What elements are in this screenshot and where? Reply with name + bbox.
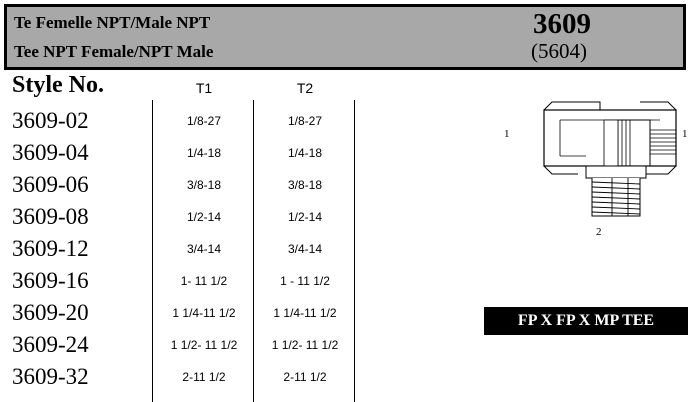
t1-value: 3/8-18 [186,178,222,192]
style-number: 3609-20 [12,300,89,325]
table-row: 3609-06 3/8-18 3/8-18 [0,169,360,201]
t2-value: 1/2-14 [287,210,323,224]
port-label-bottom: 2 [596,226,602,238]
title-french: Te Femelle NPT/Male NPT [14,13,211,32]
style-number: 3609-32 [12,364,89,389]
title-english: Tee NPT Female/NPT Male [14,42,214,61]
hex-collar [585,165,647,179]
t2-value: 3/8-18 [287,178,323,192]
table-row: 3609-16 1- 11 1/2 1 - 11 1/2 [0,265,360,297]
t2-value: 2-11 1/2 [283,370,327,384]
hex-shoulder-left [543,101,601,175]
table-row: 3609-20 1 1/4-11 1/2 1 1/4-11 1/2 [0,297,360,329]
column-divider [253,100,254,402]
t1-value: 1 1/2- 11 1/2 [170,338,238,352]
t2-value: 1 - 11 1/2 [280,274,330,288]
thread-lines [591,178,641,216]
t2-value: 1/4-18 [287,146,323,160]
t1-value: 1- 11 1/2 [180,274,228,288]
style-number: 3609-02 [12,108,89,133]
table-row: 3609-02 1/8-27 1/8-27 [0,105,360,137]
t1-value: 1/2-14 [186,210,222,224]
style-number: 3609-04 [12,140,89,165]
t2-value: 1/8-27 [287,114,323,128]
table-grid [152,74,355,402]
port-label-right: 1 [682,128,688,140]
hex-shoulder-right [640,101,677,175]
column-divider [354,100,355,402]
tee-fitting-diagram: 1 1 2 [504,101,688,238]
alternate-part-number: (5604) [531,39,587,63]
title-header: Te Femelle NPT/Male NPT Tee NPT Female/N… [4,4,686,70]
t1-value: 1/4-18 [186,146,222,160]
port-label-left: 1 [504,128,510,140]
style-number: 3609-24 [12,332,89,357]
table-row: 3609-24 1 1/2- 11 1/2 1 1/2- 11 1/2 [0,329,360,361]
bore-section [618,119,651,166]
table-row: 3609-32 2-11 1/2 2-11 1/2 [0,361,360,393]
bore-section [603,119,619,167]
style-number: 3609-06 [12,172,89,197]
part-number: 3609 [533,8,591,40]
style-number: 3609-08 [12,204,89,229]
column-divider [152,100,153,402]
t2-header: T2 [296,80,314,96]
style-number: 3609-16 [12,268,89,293]
t1-value: 2-11 1/2 [182,370,226,384]
t2-value: 1 1/2- 11 1/2 [271,338,339,352]
table-row: 3609-12 3/4-14 3/4-14 [0,233,360,265]
t1-header: T1 [195,80,213,96]
t1-value: 1/8-27 [186,114,222,128]
style-number: 3609-12 [12,236,89,261]
t2-value: 1 1/4-11 1/2 [273,306,337,320]
t1-value: 1 1/4-11 1/2 [172,306,236,320]
table-row: 3609-08 1/2-14 1/2-14 [0,201,360,233]
t1-value: 3/4-14 [186,242,222,256]
style-no-header: Style No. [12,72,104,98]
table-row: 3609-04 1/4-18 1/4-18 [0,137,360,169]
t2-value: 3/4-14 [287,242,323,256]
fitting-type-badge: FP X FP X MP TEE [484,307,688,335]
